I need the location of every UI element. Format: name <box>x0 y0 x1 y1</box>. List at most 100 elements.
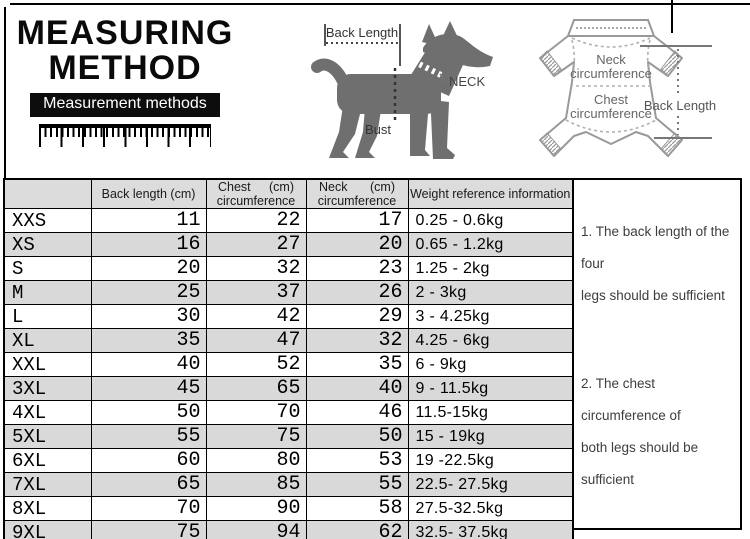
chest-cell: 85 <box>205 472 307 497</box>
back-length-cell: 35 <box>90 328 207 353</box>
table-row: 7XL 65 85 55 22.5- 27.5kg <box>3 472 574 497</box>
weight-cell: 27.5-32.5kg <box>407 496 574 521</box>
size-cell: M <box>3 280 92 305</box>
top-right-border-tick <box>671 0 673 33</box>
dog-back-length-label: Back Length <box>326 25 398 40</box>
back-length-cell: 60 <box>90 448 207 473</box>
back-length-cell: 20 <box>90 256 207 281</box>
weight-cell: 15 - 19kg <box>407 424 574 449</box>
page-title-line1: MEASURING <box>16 14 234 52</box>
chest-cell: 75 <box>205 424 307 449</box>
back-length-cell: 11 <box>90 208 207 233</box>
note-2: 2. The chest circumference of both legs … <box>581 368 740 496</box>
page-title-line2: METHOD <box>48 49 202 87</box>
size-cell: S <box>3 256 92 281</box>
chest-header-word: Chest <box>218 180 251 194</box>
size-cell: 5XL <box>3 424 92 449</box>
size-cell: 7XL <box>3 472 92 497</box>
note-1: 1. The back length of the four legs shou… <box>581 216 740 312</box>
weight-column-header: Weight reference information <box>407 178 574 209</box>
garment-neck-label-line2: circumference <box>570 66 652 81</box>
neck-cell: 50 <box>305 424 409 449</box>
size-table: Back length (cm) Chest (cm) circumference… <box>3 178 574 539</box>
note-line: 2. The chest circumference of <box>581 376 681 423</box>
chest-cell: 42 <box>205 304 307 329</box>
table-row: 4XL 50 70 46 11.5-15kg <box>3 400 574 425</box>
weight-cell: 4.25 - 6kg <box>407 328 574 353</box>
back-length-cell: 40 <box>90 352 207 377</box>
back-length-cell: 75 <box>90 520 207 539</box>
measurement-methods-badge: Measurement methods <box>30 93 220 117</box>
neck-column-header: Neck (cm) circumference <box>305 178 409 209</box>
weight-cell: 22.5- 27.5kg <box>407 472 574 497</box>
chest-cell: 65 <box>205 376 307 401</box>
chest-cell: 22 <box>205 208 307 233</box>
neck-cell: 46 <box>305 400 409 425</box>
weight-cell: 32.5- 37.5kg <box>407 520 574 539</box>
note-line: legs should be sufficient <box>581 288 725 303</box>
neck-header-word: Neck <box>319 180 348 194</box>
neck-cell: 62 <box>305 520 409 539</box>
chest-header-line2: circumference <box>216 194 296 208</box>
back-length-cell: 50 <box>90 400 207 425</box>
back-length-cell: 65 <box>90 472 207 497</box>
neck-header-line2: circumference <box>317 194 397 208</box>
table-row: S 20 32 23 1.25 - 2kg <box>3 256 574 281</box>
back-length-cell: 25 <box>90 280 207 305</box>
weight-cell: 0.25 - 0.6kg <box>407 208 574 233</box>
weight-cell: 1.25 - 2kg <box>407 256 574 281</box>
table-row: XXS 11 22 17 0.25 - 0.6kg <box>3 208 574 233</box>
weight-cell: 9 - 11.5kg <box>407 376 574 401</box>
weight-cell: 2 - 3kg <box>407 280 574 305</box>
size-cell: 9XL <box>3 520 92 539</box>
garment-seam-dotted-lines <box>565 37 657 133</box>
dog-bust-label: Bust <box>365 122 391 137</box>
notes-panel: 1. The back length of the four legs shou… <box>572 178 742 530</box>
ruler-graphic <box>39 124 211 147</box>
neck-cell: 17 <box>305 208 409 233</box>
chest-header-unit: (cm) <box>269 180 294 194</box>
weight-cell: 6 - 9kg <box>407 352 574 377</box>
garment-back-length-label: Back Length <box>644 98 716 113</box>
garment-measuring-diagram: Neck circumference Chest circumference B… <box>539 19 716 157</box>
back-length-cell: 45 <box>90 376 207 401</box>
size-cell: XXL <box>3 352 92 377</box>
size-cell: 3XL <box>3 376 92 401</box>
table-row: XS 16 27 20 0.65 - 1.2kg <box>3 232 574 257</box>
back-length-cell: 55 <box>90 424 207 449</box>
neck-cell: 40 <box>305 376 409 401</box>
garment-chest-label-line1: Chest <box>594 92 628 107</box>
chest-cell: 27 <box>205 232 307 257</box>
neck-cell: 53 <box>305 448 409 473</box>
weight-cell: 0.65 - 1.2kg <box>407 232 574 257</box>
size-cell: 8XL <box>3 496 92 521</box>
back-length-cell: 70 <box>90 496 207 521</box>
table-row: XXL 40 52 35 6 - 9kg <box>3 352 574 377</box>
table-row: 5XL 55 75 50 15 - 19kg <box>3 424 574 449</box>
top-border-line <box>10 3 750 5</box>
table-row: 6XL 60 80 53 19 -22.5kg <box>3 448 574 473</box>
back-length-column-header: Back length (cm) <box>90 178 207 209</box>
dog-measuring-diagram: Back Length NECK Bust <box>311 21 493 159</box>
chest-column-header: Chest (cm) circumference <box>205 178 307 209</box>
size-cell: XL <box>3 328 92 353</box>
neck-cell: 23 <box>305 256 409 281</box>
table-row: M 25 37 26 2 - 3kg <box>3 280 574 305</box>
garment-chest-label-line2: circumference <box>570 106 652 121</box>
dog-neck-label: NECK <box>449 74 485 89</box>
neck-cell: 55 <box>305 472 409 497</box>
chest-cell: 80 <box>205 448 307 473</box>
chest-cell: 52 <box>205 352 307 377</box>
neck-cell: 29 <box>305 304 409 329</box>
dog-silhouette <box>311 21 493 159</box>
back-length-cell: 16 <box>90 232 207 257</box>
chest-cell: 47 <box>205 328 307 353</box>
note-line: 1. The back length of the four <box>581 224 730 271</box>
neck-cell: 26 <box>305 280 409 305</box>
neck-cell: 58 <box>305 496 409 521</box>
chest-cell: 90 <box>205 496 307 521</box>
table-row: 8XL 70 90 58 27.5-32.5kg <box>3 496 574 521</box>
garment-neck-label-line1: Neck <box>596 52 626 67</box>
note-line: both legs should be sufficient <box>581 440 699 487</box>
